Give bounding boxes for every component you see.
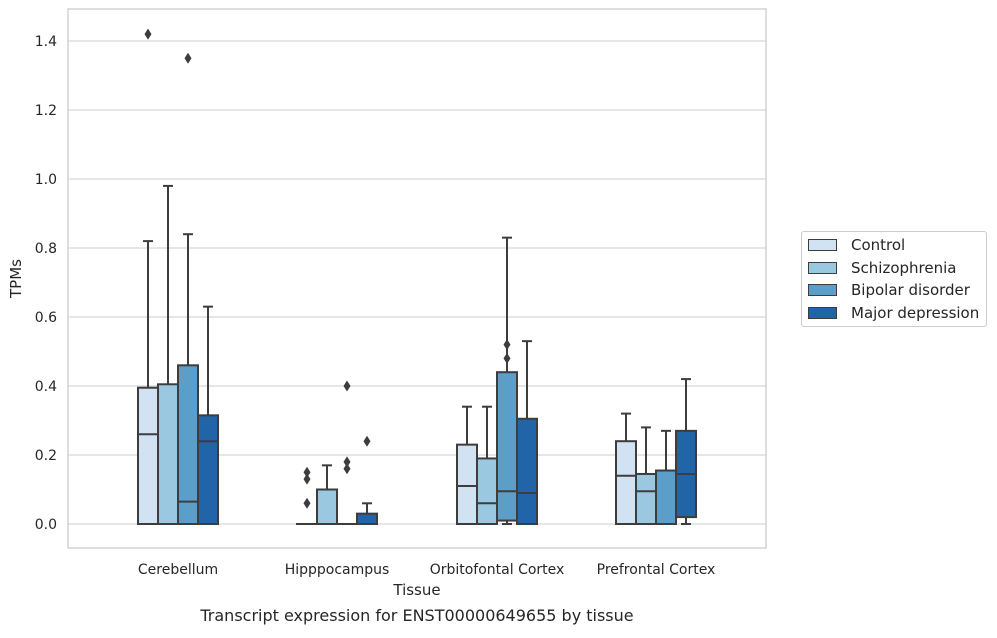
x-axis-label: Tissue [392,581,440,599]
y-tick-label: 1.4 [35,34,57,50]
y-tick-label: 1.0 [35,172,57,188]
legend-item-bipolar-disorder: Bipolar disorder [808,280,970,300]
x-tick-label: Cerebellum [138,562,218,578]
y-tick-label: 0.0 [35,517,57,533]
y-tick-label: 1.2 [35,103,57,119]
x-tick-label: Prefrontal Cortex [597,562,716,578]
box [357,514,377,524]
box [178,365,198,524]
box [477,458,497,524]
y-tick-label: 0.4 [35,379,57,395]
legend-label-major-depression: Major depression [851,304,979,322]
x-tick-label: Hipppocampus [285,562,390,578]
legend-label-bipolar-disorder: Bipolar disorder [851,281,970,299]
legend-item-schizophrenia: Schizophrenia [808,258,956,278]
box [138,388,158,524]
box [497,372,517,520]
box [616,441,636,524]
legend-swatch-bipolar-disorder [808,284,837,296]
legend-item-major-depression: Major depression [808,303,979,323]
box [656,471,676,524]
legend-item-control: Control [808,235,905,255]
y-tick-label: 0.8 [35,241,57,257]
legend-swatch-schizophrenia [808,262,837,274]
legend-label-schizophrenia: Schizophrenia [851,259,956,277]
legend: Control Schizophrenia Bipolar disorder M… [801,231,987,327]
chart-caption: Transcript expression for ENST0000064965… [0,606,834,625]
box [517,419,537,524]
y-axis-label: TPMs [7,259,25,299]
x-tick-label: Orbitofontal Cortex [430,562,565,578]
y-tick-label: 0.6 [35,310,57,326]
box [636,474,656,524]
legend-swatch-control [808,239,837,251]
legend-swatch-major-depression [808,307,837,319]
y-tick-label: 0.2 [35,448,57,464]
box [198,415,218,524]
box [457,445,477,524]
box [158,384,178,524]
legend-label-control: Control [851,236,905,254]
box [317,490,337,525]
